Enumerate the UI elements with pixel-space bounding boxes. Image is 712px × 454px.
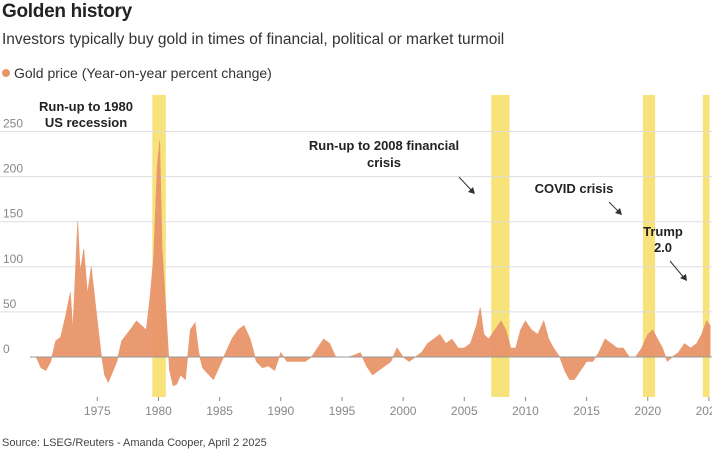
source-note: Source: LSEG/Reuters - Amanda Cooper, Ap…	[2, 437, 267, 449]
x-tick-label: 2025	[696, 404, 712, 418]
annotation-2008-line2: crisis	[367, 155, 401, 170]
x-tick-label: 2000	[390, 404, 417, 418]
chart-title: Golden history	[2, 1, 132, 22]
highlight-band-4	[702, 95, 710, 397]
annotation-2008-line1: Run-up to 2008 financial	[309, 138, 459, 153]
x-tick-label: 2010	[512, 404, 539, 418]
area-series-gold-yoy	[35, 140, 711, 387]
annotation-1980-line1: Run-up to 1980	[39, 99, 133, 114]
gridlines	[0, 131, 712, 313]
annotation-trump-line1: Trump	[643, 224, 683, 239]
y-axis-ticks: 250 200 150 100 50 0	[3, 117, 23, 357]
annotation-1980-line2: US recession	[45, 115, 127, 130]
legend-swatch	[2, 69, 10, 77]
chart-svg: 250 200 150 100 50 0 1975 1980 1985 1990 1995 2000…	[0, 95, 712, 418]
annotation-trump-arrow	[669, 260, 686, 280]
data-area	[35, 140, 711, 387]
x-tick-label: 1980	[145, 404, 172, 418]
y-tick-label: 200	[3, 162, 23, 176]
annotation-trump-line2: 2.0	[654, 240, 672, 255]
x-tick-label: 1995	[329, 404, 356, 418]
x-tick-label: 2020	[634, 404, 661, 418]
annotation-2008-arrowhead	[468, 187, 475, 194]
x-tick-label: 2015	[573, 404, 600, 418]
x-tick-label: 1975	[84, 404, 111, 418]
y-tick-label: 0	[3, 342, 10, 356]
annotations: Run-up to 1980 US recession Run-up to 20…	[39, 99, 687, 281]
x-tick-label: 1990	[267, 404, 294, 418]
x-tick-label: 1985	[206, 404, 233, 418]
highlight-band-2	[491, 95, 510, 397]
y-tick-label: 50	[3, 297, 17, 311]
annotation-trump-arrowhead	[680, 274, 687, 281]
y-tick-label: 100	[3, 252, 23, 266]
annotation-covid-arrowhead	[615, 208, 622, 215]
legend-label: Gold price (Year-on-year percent change)	[14, 65, 272, 81]
legend: Gold price (Year-on-year percent change)	[2, 65, 272, 81]
y-tick-label: 150	[3, 207, 23, 221]
x-axis-ticks: 1975 1980 1985 1990 1995 2000 2005 2010 2015 2020…	[84, 397, 712, 418]
chart-subtitle: Investors typically buy gold in times of…	[2, 31, 505, 48]
annotation-covid: COVID crisis	[535, 181, 614, 196]
y-tick-label: 250	[3, 117, 23, 131]
highlight-band-3	[642, 95, 656, 397]
x-tick-label: 2005	[451, 404, 478, 418]
